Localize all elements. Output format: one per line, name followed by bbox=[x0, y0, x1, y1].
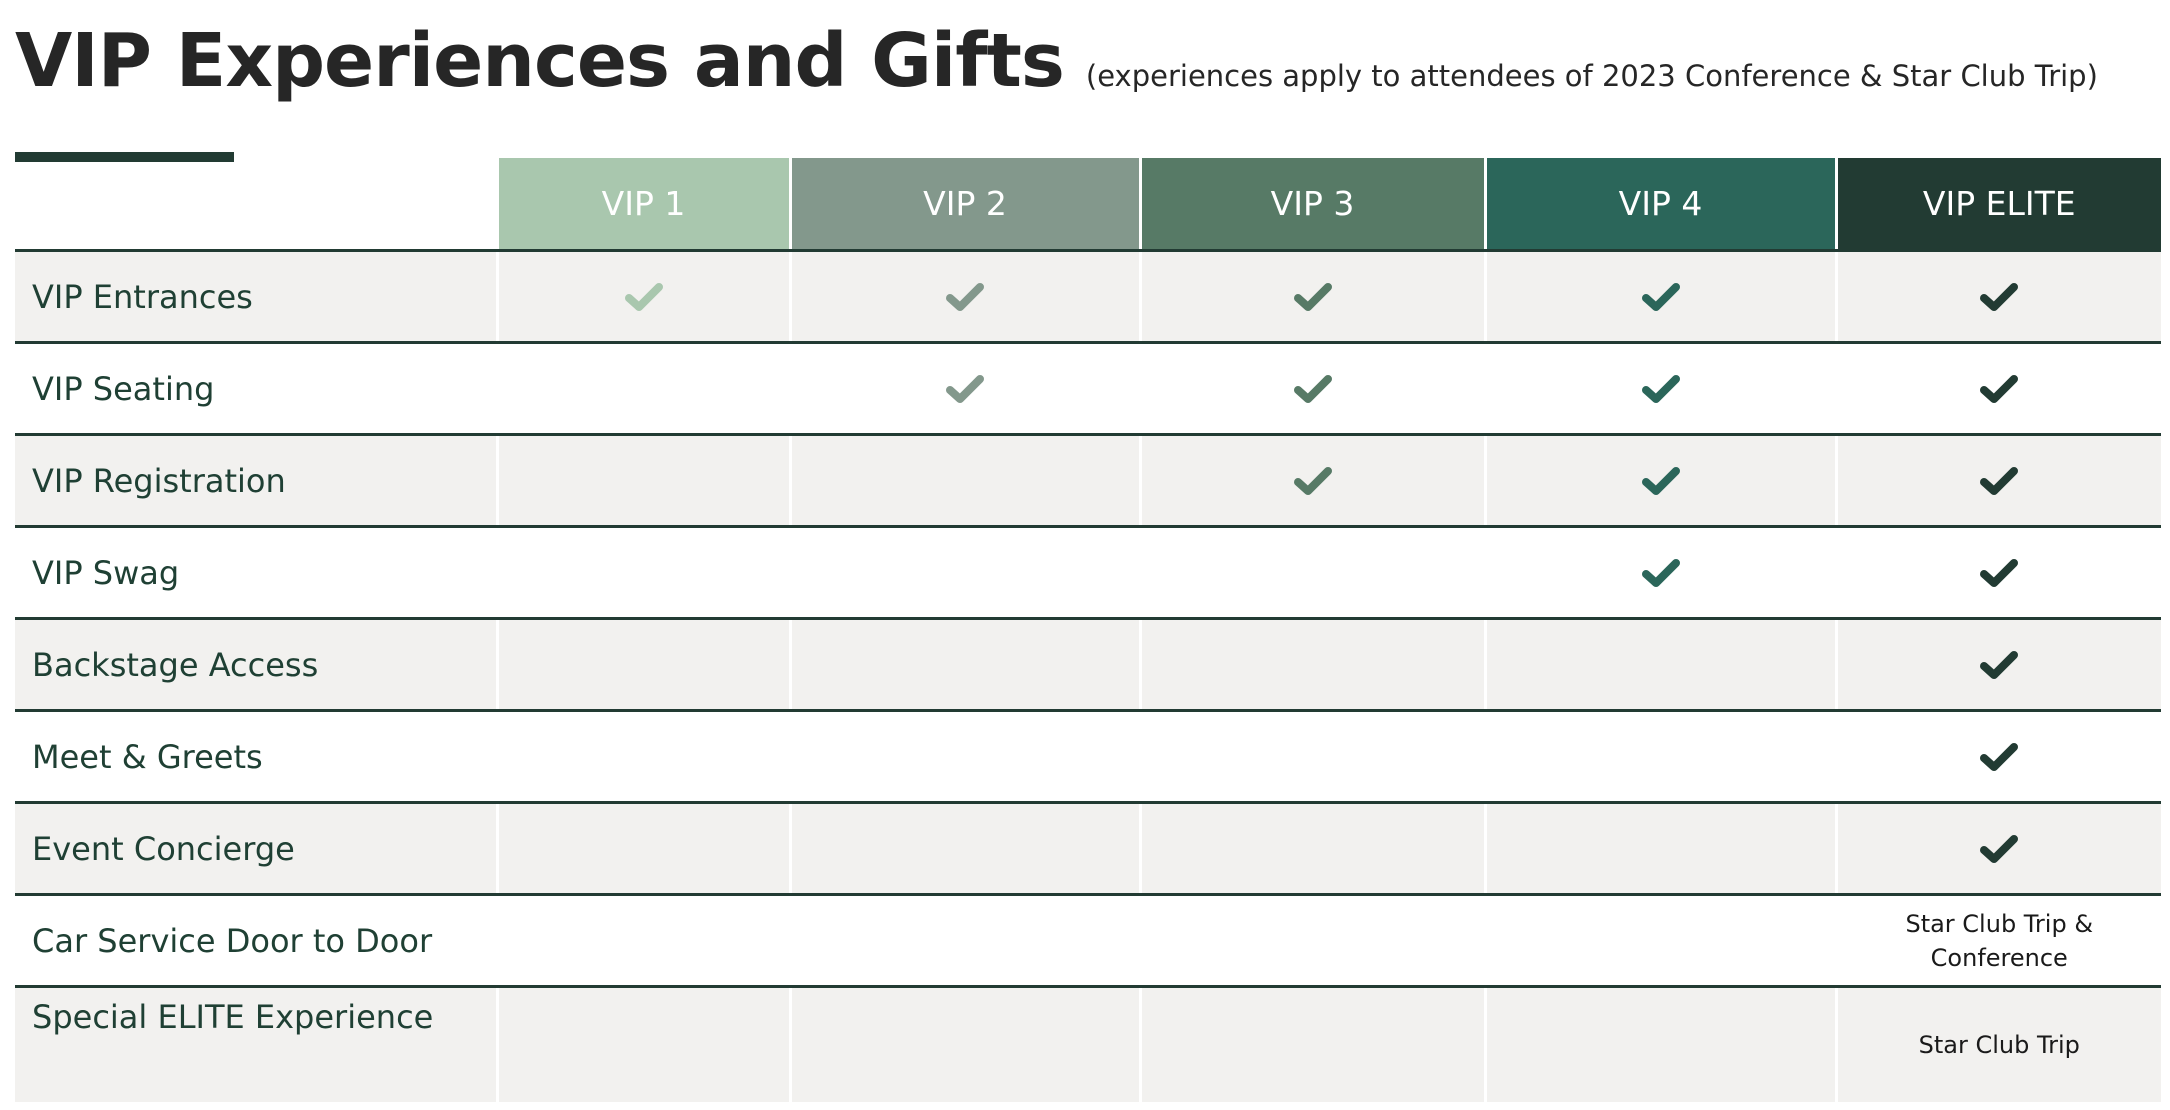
tier-cell bbox=[495, 526, 790, 620]
tier-cell bbox=[1483, 710, 1836, 804]
tier-cell bbox=[1483, 526, 1836, 620]
row-label: Event Concierge bbox=[15, 802, 497, 896]
tier-cell bbox=[495, 342, 790, 436]
tier-cell bbox=[495, 250, 790, 344]
table-row: Meet & Greets bbox=[15, 710, 2161, 804]
tier-cell bbox=[1483, 434, 1836, 528]
tier-cell bbox=[495, 618, 790, 712]
check-icon bbox=[1293, 282, 1332, 311]
tier-header-row: VIP 1 VIP 2 VIP 3 VIP 4 VIP ELITE bbox=[15, 158, 2161, 252]
tier-header: VIP ELITE bbox=[1834, 158, 2161, 252]
tier-cell bbox=[1834, 526, 2161, 620]
table-row: Car Service Door to Door Star Club Trip &… bbox=[15, 894, 2161, 988]
tier-cell bbox=[788, 618, 1140, 712]
tier-cell bbox=[1483, 250, 1836, 344]
table-body: VIP Entrances VIP Seating VIP Registration… bbox=[15, 250, 2161, 1102]
tier-cell bbox=[1138, 710, 1485, 804]
check-icon bbox=[1980, 742, 2019, 771]
row-label: Backstage Access bbox=[15, 618, 497, 712]
tier-cell bbox=[1138, 434, 1485, 528]
title-row: VIP Experiences and Gifts (experiences a… bbox=[15, 18, 2098, 104]
row-label: VIP Seating bbox=[15, 342, 497, 436]
tier-cell bbox=[1834, 250, 2161, 344]
cell-note: Star Club Trip bbox=[1918, 1031, 2080, 1059]
tier-cell bbox=[1483, 618, 1836, 712]
check-icon bbox=[1293, 466, 1332, 495]
tier-cell bbox=[1483, 802, 1836, 896]
check-icon bbox=[1980, 558, 2019, 587]
row-label: VIP Entrances bbox=[15, 250, 497, 344]
tier-cell bbox=[788, 802, 1140, 896]
table-row: Event Concierge bbox=[15, 802, 2161, 896]
tier-cell bbox=[788, 710, 1140, 804]
table-row: VIP Swag bbox=[15, 526, 2161, 620]
title-accent-bar bbox=[15, 152, 234, 162]
page-subtitle: (experiences apply to attendees of 2023 … bbox=[1085, 59, 2098, 93]
cell-note: Star Club Trip & Conference bbox=[1905, 909, 2094, 972]
tier-header: VIP 4 bbox=[1483, 158, 1836, 252]
tier-cell bbox=[1483, 986, 1836, 1102]
tier-cell bbox=[788, 526, 1140, 620]
tier-cell bbox=[1834, 802, 2161, 896]
tier-cell bbox=[1834, 434, 2161, 528]
tier-header: VIP 3 bbox=[1138, 158, 1485, 252]
tier-cell: Star Club Trip bbox=[1834, 986, 2161, 1102]
check-icon bbox=[1641, 282, 1680, 311]
tier-cell bbox=[1834, 342, 2161, 436]
tier-cell bbox=[1138, 618, 1485, 712]
table-row: Special ELITE Experience Star Club Trip bbox=[15, 986, 2161, 1102]
row-label: VIP Registration bbox=[15, 434, 497, 528]
tier-cell bbox=[1138, 526, 1485, 620]
tier-header: VIP 1 bbox=[495, 158, 790, 252]
tier-cell bbox=[495, 710, 790, 804]
table-row: VIP Registration bbox=[15, 434, 2161, 528]
check-icon bbox=[1980, 466, 2019, 495]
check-icon bbox=[1980, 282, 2019, 311]
tier-cell bbox=[1834, 710, 2161, 804]
table-row: Backstage Access bbox=[15, 618, 2161, 712]
tier-cell bbox=[1138, 802, 1485, 896]
check-icon bbox=[1641, 466, 1680, 495]
tier-cell bbox=[1138, 894, 1485, 988]
table-row: VIP Entrances bbox=[15, 250, 2161, 344]
header-blank-cell bbox=[15, 158, 497, 252]
check-icon bbox=[1980, 834, 2019, 863]
tier-cell bbox=[495, 434, 790, 528]
check-icon bbox=[1641, 558, 1680, 587]
check-icon bbox=[1980, 650, 2019, 679]
check-icon bbox=[1293, 374, 1332, 403]
tier-cell bbox=[1138, 250, 1485, 344]
tier-cell bbox=[1834, 618, 2161, 712]
tier-cell bbox=[788, 986, 1140, 1102]
page-title: VIP Experiences and Gifts bbox=[15, 18, 1065, 104]
tier-cell bbox=[1138, 986, 1485, 1102]
tier-cell bbox=[495, 894, 790, 988]
check-icon bbox=[946, 374, 984, 403]
tier-cell bbox=[1138, 342, 1485, 436]
tier-cell bbox=[788, 894, 1140, 988]
tier-cell bbox=[1483, 342, 1836, 436]
row-label: Special ELITE Experience bbox=[15, 986, 497, 1102]
check-icon bbox=[624, 282, 663, 311]
tier-cell bbox=[1483, 894, 1836, 988]
tier-cell bbox=[788, 342, 1140, 436]
tier-cell: Star Club Trip & Conference bbox=[1834, 894, 2161, 988]
check-icon bbox=[1641, 374, 1680, 403]
row-label: VIP Swag bbox=[15, 526, 497, 620]
check-icon bbox=[1980, 374, 2019, 403]
vip-comparison-table: VIP 1 VIP 2 VIP 3 VIP 4 VIP ELITE VIP En… bbox=[15, 158, 2161, 1102]
tier-cell bbox=[788, 250, 1140, 344]
row-label: Car Service Door to Door bbox=[15, 894, 497, 988]
tier-cell bbox=[495, 986, 790, 1102]
row-label: Meet & Greets bbox=[15, 710, 497, 804]
tier-cell bbox=[788, 434, 1140, 528]
tier-header: VIP 2 bbox=[788, 158, 1140, 252]
check-icon bbox=[946, 282, 984, 311]
tier-cell bbox=[495, 802, 790, 896]
table-row: VIP Seating bbox=[15, 342, 2161, 436]
